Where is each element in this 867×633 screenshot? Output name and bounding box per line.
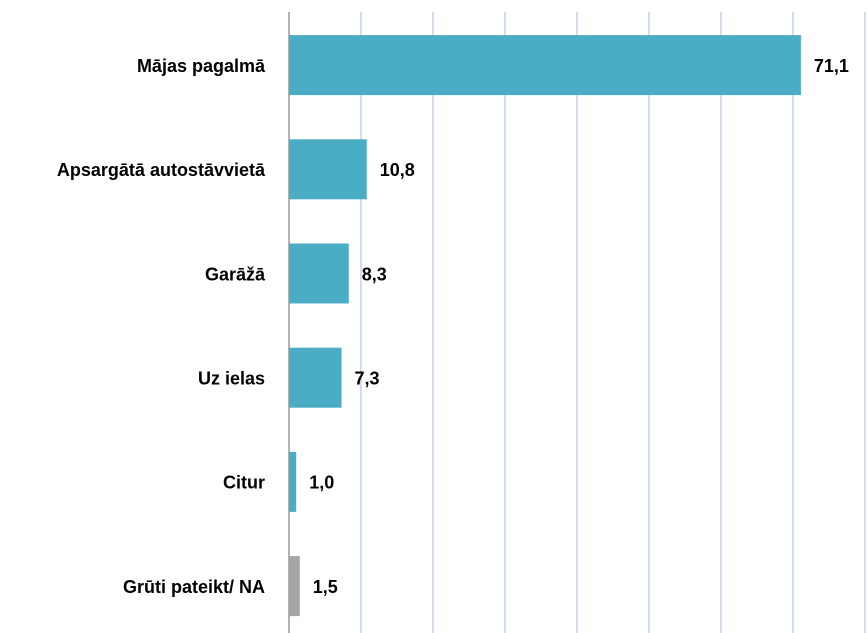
- category-label: Apsargātā autostāvvietā: [57, 160, 266, 180]
- bar: [289, 347, 342, 408]
- category-label: Citur: [223, 473, 265, 493]
- category-label: Garāžā: [205, 264, 266, 284]
- bar: [289, 35, 801, 96]
- bar: [289, 139, 367, 200]
- value-label: 1,5: [313, 577, 338, 597]
- bar: [289, 556, 300, 617]
- bar: [289, 243, 349, 304]
- category-label: Grūti pateikt/ NA: [123, 577, 265, 597]
- value-label: 10,8: [380, 160, 415, 180]
- value-label: 8,3: [362, 264, 387, 284]
- value-label: 7,3: [355, 368, 380, 388]
- bar: [289, 451, 297, 512]
- category-label: Uz ielas: [198, 368, 265, 388]
- value-label: 1,0: [309, 473, 334, 493]
- value-label: 71,1: [814, 56, 849, 76]
- category-label: Mājas pagalmā: [137, 56, 266, 76]
